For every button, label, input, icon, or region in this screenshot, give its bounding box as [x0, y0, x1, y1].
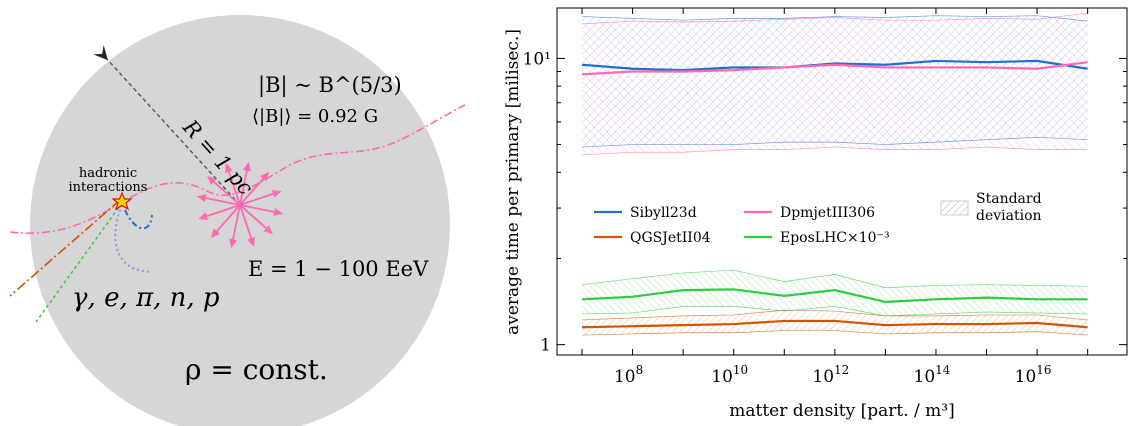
secondary-track-orange	[9, 199, 121, 297]
band-upper-edge-1	[582, 309, 1088, 321]
source-burst-icon	[196, 161, 284, 249]
band-upper-edge-0	[582, 15, 1088, 22]
band-3	[582, 270, 1088, 316]
x-axis-label: matter density [part. / m³]	[729, 401, 955, 421]
source-diagram: R = 1 pc |B| ~ B^(5/3) ⟨|B|⟩ = 0.92 G ha…	[9, 15, 466, 426]
burst-arrowhead	[198, 212, 209, 220]
x-tick-label: 1014	[914, 363, 951, 387]
band-2	[582, 13, 1088, 155]
legend-label: DpmjetIII306	[780, 205, 875, 221]
source-sphere	[30, 15, 450, 426]
burst-arrowhead	[243, 161, 251, 172]
burst-arrowhead	[271, 190, 282, 198]
radius-arrow	[93, 45, 241, 206]
burst-arrowhead	[260, 172, 270, 182]
series-line-0	[581, 59, 1088, 72]
series-line-1	[581, 319, 1088, 329]
x-tick-label: 1012	[812, 363, 849, 387]
burst-ray	[239, 190, 281, 206]
secondaries-label: γ, e, π, n, p	[72, 283, 220, 313]
energy-label: E = 1 − 100 EeV	[248, 257, 429, 281]
band-1	[582, 310, 1088, 336]
secondary-track-blue	[124, 209, 153, 230]
secondary-track-purple	[114, 204, 151, 273]
hadronic-label-line2: interactions	[69, 180, 148, 195]
mean-field-label: ⟨|B|⟩ = 0.92 G	[252, 106, 378, 127]
band-upper-edge-3	[581, 269, 1088, 289]
interaction-star-icon	[111, 191, 133, 211]
y-tick-label: 10¹	[523, 49, 551, 69]
series-line-3	[581, 288, 1088, 304]
band-lower-edge-1	[582, 330, 1088, 336]
density-label: ρ = const.	[185, 353, 328, 386]
field-scaling-label: |B| ~ B^(5/3)	[258, 73, 402, 98]
band-upper-edge-2	[582, 12, 1088, 25]
secondary-track-green	[35, 202, 123, 323]
x-tick-label: 1016	[1015, 363, 1052, 387]
hadronic-label-line1: hadronic	[79, 166, 137, 181]
burst-arrowhead	[207, 175, 217, 185]
x-tick-label: 108	[614, 363, 643, 387]
series-line-2	[581, 61, 1088, 76]
band-lower-edge-2	[582, 146, 1088, 156]
legend-label: EposLHC×10⁻³	[780, 230, 890, 246]
burst-arrowhead	[210, 228, 220, 238]
burst-arrowhead	[196, 194, 207, 202]
plot-frame	[556, 7, 1128, 356]
burst-arrowhead	[229, 238, 237, 249]
legend-band-label: deviation	[976, 208, 1042, 224]
burst-arrowhead	[225, 163, 233, 174]
y-tick-label: 1	[540, 336, 551, 356]
burst-arrowhead	[263, 225, 273, 235]
legend-label: QGSJetII04	[630, 230, 711, 246]
timing-chart: 108 1010 1012 1014 1016 1 10¹ Sibyll23d QGSJet…	[503, 7, 1128, 421]
x-tick-label: 1010	[711, 363, 748, 387]
y-axis-label: average time per primary [milisec.]	[503, 29, 523, 335]
burst-arrowhead	[247, 236, 255, 247]
burst-arrowhead	[273, 208, 284, 216]
legend-band-label: Standard	[976, 191, 1042, 207]
legend-band-swatch	[940, 200, 969, 216]
legend-label: Sibyll23d	[630, 205, 697, 221]
band-lower-edge-3	[582, 306, 1088, 317]
